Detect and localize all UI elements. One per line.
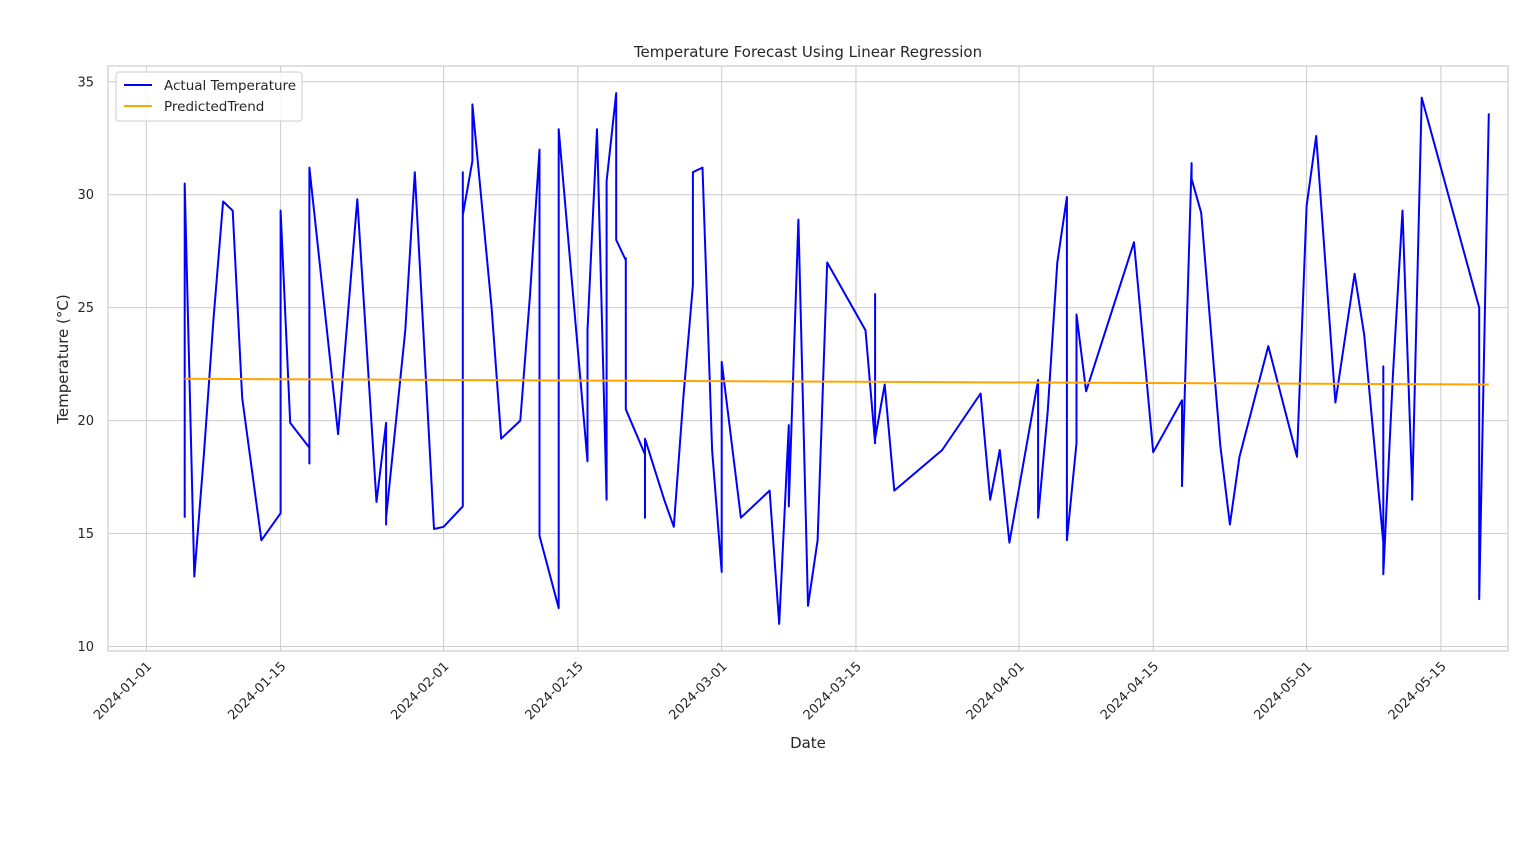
chart-legend: Actual Temperature PredictedTrend (115, 71, 303, 122)
x-tick-label: 2024-05-01 (1251, 659, 1315, 723)
y-tick-label: 30 (77, 188, 94, 203)
x-tick-label: 2024-04-15 (1098, 659, 1162, 723)
x-tick-label: 2024-01-01 (91, 659, 155, 723)
x-tick-label: 2024-03-15 (801, 659, 865, 723)
x-tick-label: 2024-05-15 (1386, 659, 1450, 723)
series-line-predictedtrend (184, 377, 1489, 386)
y-axis-label: Temperature (°C) (54, 294, 72, 424)
y-tick-label: 15 (77, 527, 94, 542)
y-tick-label: 35 (77, 75, 94, 90)
x-tick-label: 2024-01-15 (225, 659, 289, 723)
y-tick-label: 10 (77, 640, 94, 655)
legend-box (115, 71, 303, 122)
y-tick-label: 20 (77, 414, 94, 429)
x-tick-label: 2024-02-01 (388, 659, 452, 723)
x-tick-label: 2024-03-01 (666, 659, 730, 723)
chart-title: Temperature Forecast Using Linear Regres… (633, 43, 982, 61)
x-axis-label: Date (790, 734, 826, 752)
y-tick-label: 25 (77, 301, 94, 316)
legend-label-predicted-trend: PredictedTrend (164, 99, 264, 115)
series-lines (183, 92, 1490, 625)
x-tick-label: 2024-04-01 (964, 659, 1028, 723)
plot-area-border (107, 65, 1509, 652)
grid-lines (108, 66, 1508, 651)
series-line-actual-temperature (183, 92, 1490, 625)
legend-label-actual-temperature: Actual Temperature (164, 78, 296, 94)
x-tick-label: 2024-02-15 (523, 659, 587, 723)
axis-ticks: 2024-01-01 2024-01-15 2024-02-01 2024-02-15… (77, 75, 1449, 723)
